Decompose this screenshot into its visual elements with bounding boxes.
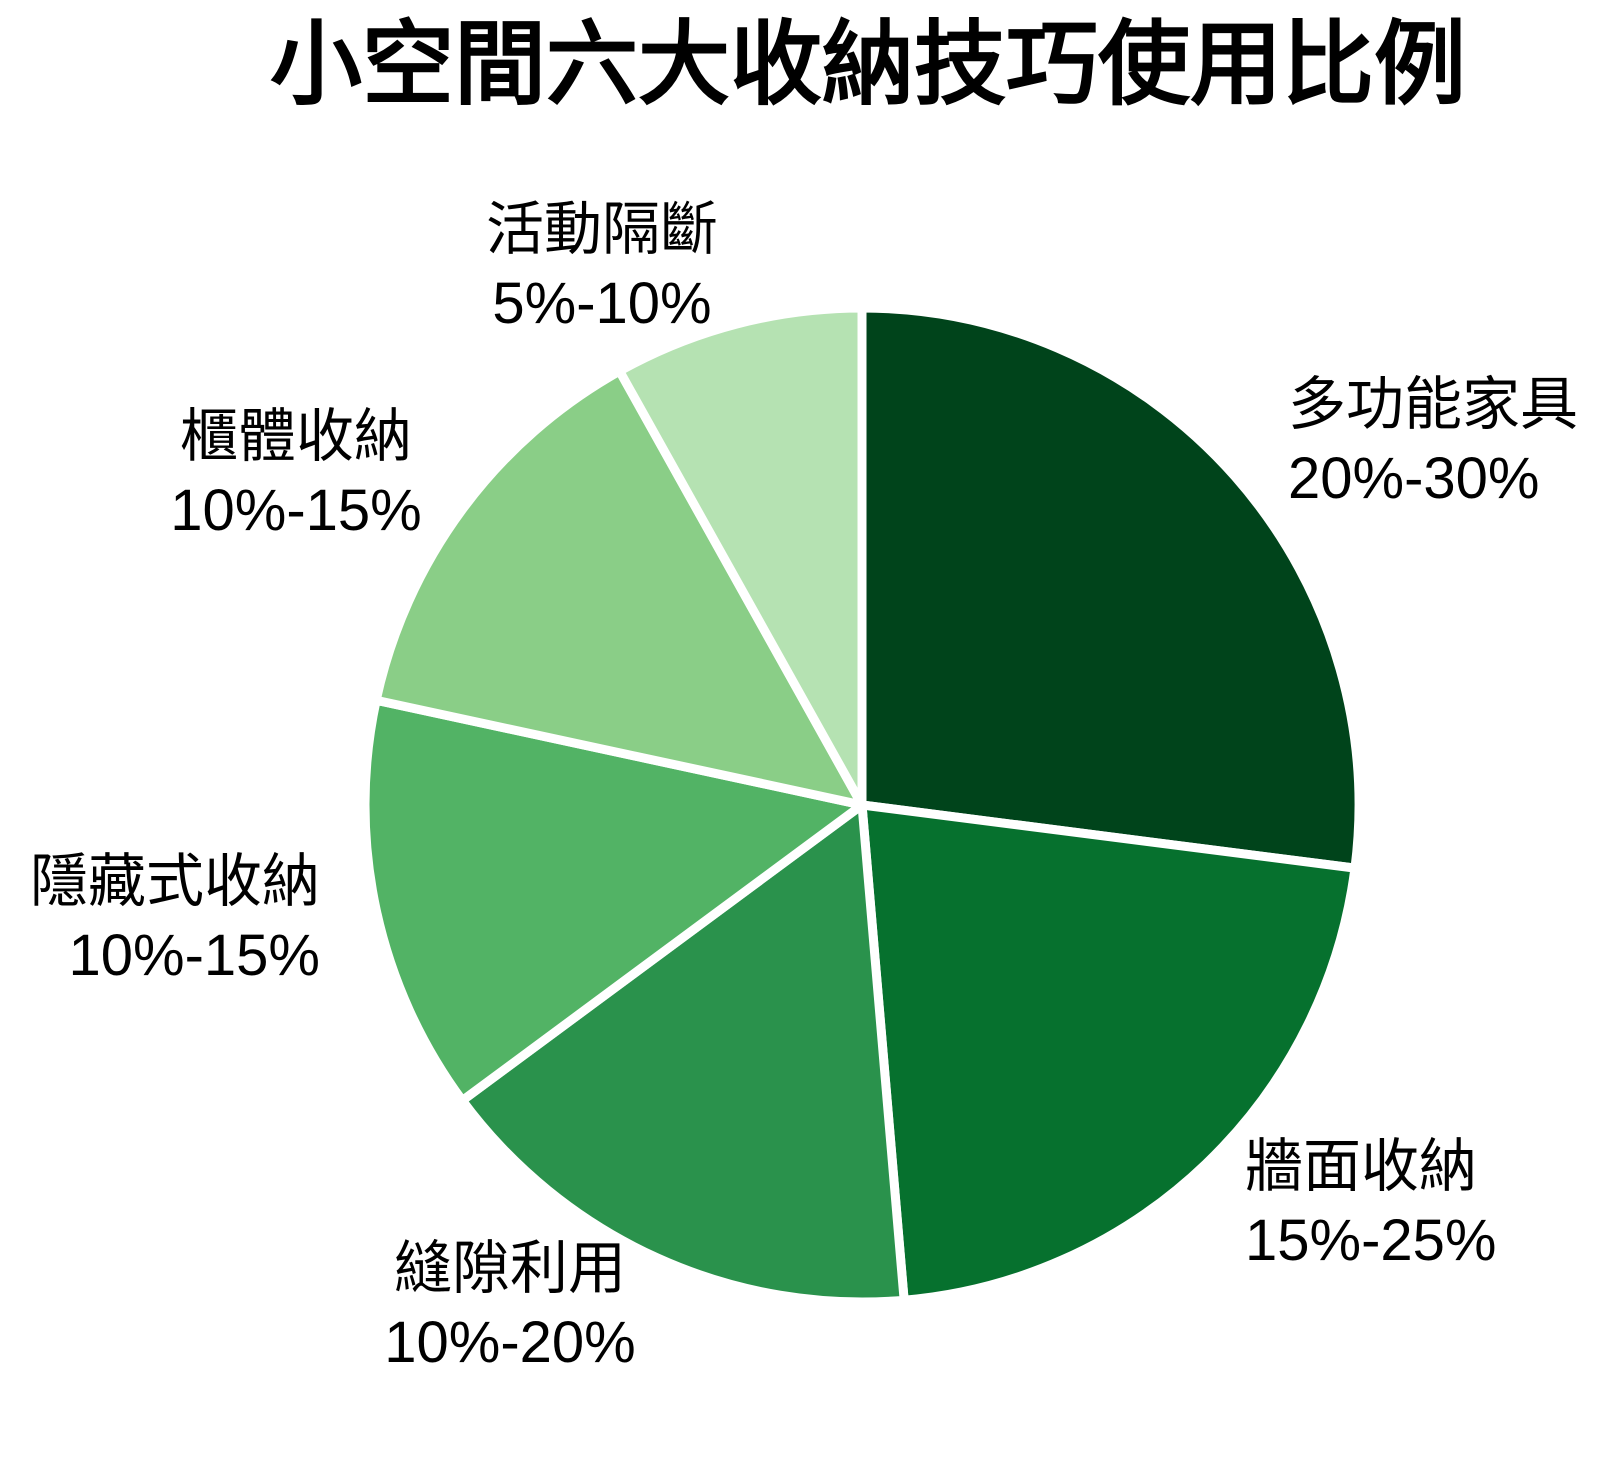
- pie-slice-0: [857, 303, 1364, 873]
- slice-label-range: 10%-20%: [384, 1310, 636, 1375]
- pie-slice-5: [615, 303, 867, 810]
- slice-label-range: 10%-15%: [68, 923, 320, 988]
- pie-slice-3: [360, 695, 867, 1106]
- slice-label-range: 15%-25%: [1245, 1208, 1497, 1273]
- slice-label-5: 活動隔斷 5%-10%: [486, 193, 718, 341]
- slice-label-name: 櫃體收納: [179, 404, 413, 469]
- slice-label-1: 牆面收納 15%-25%: [1245, 1130, 1496, 1278]
- pie-slice-4: [371, 366, 867, 810]
- slice-label-name: 活動隔斷: [485, 197, 719, 262]
- slice-label-name: 多功能家具: [1288, 372, 1579, 437]
- chart-title: 小空間六大收納技巧使用比例: [269, 14, 1467, 116]
- slice-label-name: 縫隙利用: [393, 1236, 627, 1301]
- slice-label-name: 隱藏式收納: [29, 849, 320, 914]
- slice-label-0: 多功能家具 20%-30%: [1288, 368, 1578, 516]
- pie-slice-1: [857, 800, 1360, 1305]
- slice-label-range: 5%-10%: [492, 271, 712, 336]
- slice-label-range: 10%-15%: [170, 478, 422, 543]
- pie-slice-2: [457, 800, 909, 1307]
- slice-label-2: 縫隙利用 10%-20%: [384, 1232, 635, 1380]
- slice-label-4: 櫃體收納 10%-15%: [170, 400, 421, 548]
- slice-label-range: 20%-30%: [1288, 446, 1540, 511]
- slice-label-3: 隱藏式收納 10%-15%: [30, 845, 320, 993]
- slice-label-name: 牆面收納: [1245, 1134, 1478, 1199]
